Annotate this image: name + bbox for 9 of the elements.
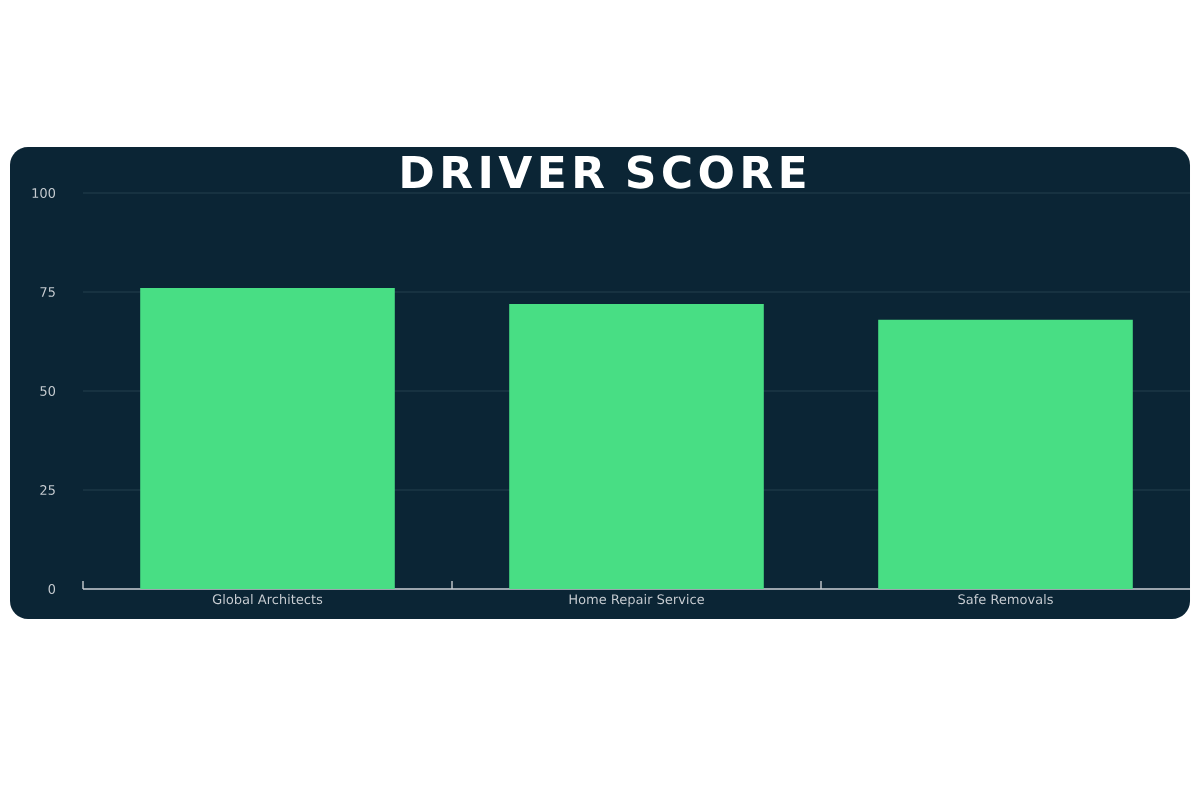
y-tick-label: 100 — [32, 188, 56, 198]
x-tick-label: Global Architects — [212, 594, 323, 605]
chart-title: DRIVER SCORE — [402, 155, 805, 189]
y-tick-label: 50 — [40, 386, 56, 396]
y-tick-label: 25 — [40, 485, 55, 495]
y-tick-label: 0 — [48, 584, 56, 594]
y-tick-label: 75 — [40, 287, 55, 297]
x-tick-label: Safe Removals — [958, 594, 1053, 605]
x-tick-label: Home Repair Service — [569, 594, 704, 607]
